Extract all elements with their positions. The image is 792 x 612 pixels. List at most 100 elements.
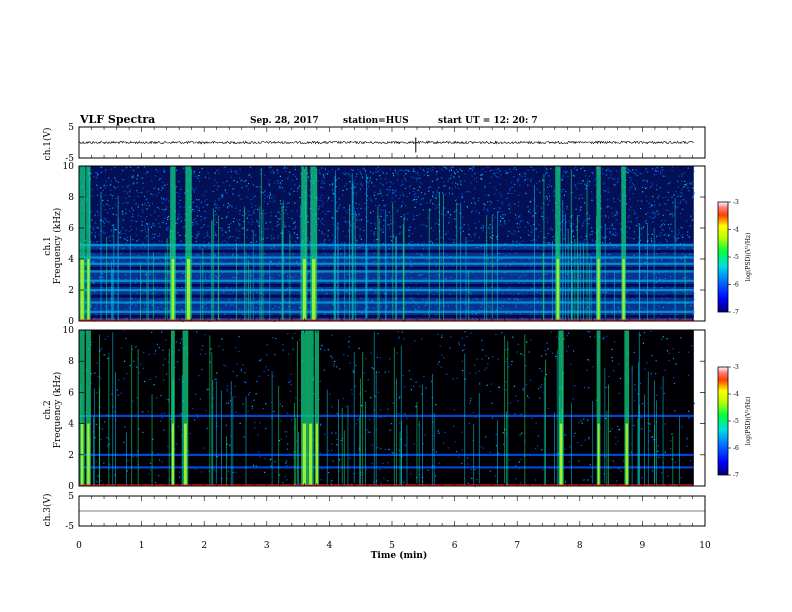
spectrogram-ch1-speckle — [669, 259, 672, 261]
spectrogram-ch1-speckle — [468, 300, 471, 302]
spectrogram-ch1-speckle — [390, 181, 392, 184]
spectrogram-ch1-speckle — [336, 227, 338, 229]
spectrogram-ch1-speckle — [438, 247, 440, 249]
spectrogram-ch1-speckle — [442, 192, 444, 194]
spectrogram-ch1-speckle — [677, 186, 679, 188]
spectrogram-ch1-speckle — [435, 205, 437, 207]
spectrogram-ch1-speckle — [654, 241, 656, 243]
spectrogram-ch1-speckle — [537, 274, 539, 276]
spectrogram-ch1-speckle — [110, 230, 112, 232]
spectrogram-ch1-speckle — [458, 248, 460, 251]
spectrogram-ch1-speckle — [673, 247, 675, 249]
spectrogram-ch1-speckle — [603, 236, 605, 238]
spectrogram-ch1-speckle — [427, 248, 429, 250]
spectrogram-ch1-speckle — [122, 213, 124, 215]
spectrogram-ch1-speckle — [625, 168, 627, 170]
spectrogram-ch1-speckle — [411, 241, 413, 243]
spectrogram-ch1-speckle — [264, 287, 266, 289]
spectrogram-ch1-speckle — [435, 197, 438, 199]
spectrogram-ch1-speckle — [670, 181, 672, 183]
spectrogram-ch1-speckle — [348, 274, 350, 276]
spectrogram-ch1-speckle — [665, 209, 667, 211]
spectrogram-ch1-speckle — [613, 201, 616, 203]
spectrogram-ch1-speckle — [197, 254, 199, 256]
spectrogram-ch1-speckle — [160, 197, 162, 199]
spectrogram-ch1-speckle — [293, 261, 295, 263]
spectrogram-ch1-speckle — [688, 287, 690, 289]
spectrogram-ch1-speckle — [688, 236, 690, 238]
spectrogram-ch1-speckle — [693, 298, 695, 300]
spectrogram-ch1-speckle — [191, 235, 193, 238]
spectrogram-ch2-speckle — [596, 399, 598, 401]
spectrogram-ch1-speckle — [515, 231, 517, 233]
spectrogram-ch2-speckle — [225, 365, 227, 367]
spectrogram-ch1-speckle — [471, 313, 473, 315]
spectrogram-ch1-speckle — [631, 298, 633, 300]
spectrogram-ch1-speckle — [588, 184, 590, 186]
spectrogram-ch1-speckle — [389, 181, 391, 183]
spectrogram-ch1-speckle — [203, 306, 205, 308]
spectrogram-ch1-image — [78, 166, 695, 323]
spectrogram-ch2-speckle — [489, 470, 491, 472]
spectrogram-ch1-speckle — [535, 182, 538, 184]
spectrogram-ch1-speckle — [449, 293, 451, 295]
spectrogram-ch2-speckle — [336, 444, 338, 446]
spectrogram-ch1-speckle — [240, 198, 242, 200]
spectrogram-ch1-speckle — [93, 260, 95, 262]
spectrogram-ch1-speckle — [644, 221, 646, 223]
spectrogram-ch1-speckle — [221, 260, 223, 262]
spectrogram-ch1-speckle — [614, 260, 616, 262]
spectrogram-ch1-speckle — [102, 221, 105, 223]
spectrogram-ch1-speckle — [121, 210, 123, 212]
spectrogram-ch1-speckle — [426, 258, 428, 260]
spectrogram-ch1-speckle — [667, 191, 670, 193]
spectrogram-ch1-speckle — [498, 259, 500, 261]
spectrogram-ch1-speckle — [408, 235, 410, 237]
spectrogram-ch2-speckle — [108, 443, 110, 445]
spectrogram-ch1-speckle — [551, 229, 553, 231]
spectrogram-ch1-speckle — [192, 269, 194, 271]
spectrogram-ch1-speckle — [264, 222, 267, 224]
spectrogram-ch1-speckle — [230, 222, 232, 224]
spectrogram-ch1-speckle — [285, 202, 287, 205]
spectrogram-ch1-speckle — [135, 228, 137, 230]
spectrogram-ch1-speckle — [436, 243, 438, 245]
spectrogram-ch1-speckle — [643, 298, 645, 300]
spectrogram-ch1-speckle — [356, 219, 358, 221]
spectrogram-ch1-speckle — [101, 166, 103, 168]
spectrogram-ch1-speckle — [135, 220, 137, 222]
spectrogram-ch1-speckle — [284, 317, 286, 319]
spectrogram-ch1-speckle — [177, 232, 179, 234]
spectrogram-ch1-speckle — [152, 233, 154, 235]
spectrogram-ch1-speckle — [561, 191, 563, 193]
spectrogram-ch1-speckle — [234, 170, 236, 173]
spectrogram-ch1-speckle — [206, 232, 208, 234]
spectrogram-ch1-speckle — [578, 215, 580, 217]
spectrogram-ch1-speckle — [487, 210, 489, 212]
spectrogram-ch1-speckle — [141, 221, 143, 223]
spectrogram-ch1-speckle — [317, 180, 319, 182]
spectrogram-ch1-speckle — [512, 242, 514, 245]
spectrogram-ch1-speckle — [646, 222, 648, 224]
spectrogram-ch1-speckle — [279, 182, 281, 184]
spectrogram-ch1-speckle — [292, 253, 294, 255]
spectrogram-ch1-speckle — [342, 248, 344, 250]
spectrogram-ch1-speckle — [366, 220, 368, 223]
spectrogram-ch1-speckle — [448, 192, 450, 194]
spectrogram-ch1-speckle — [490, 260, 492, 263]
spectrogram-ch1-speckle — [294, 228, 296, 230]
spectrogram-ch1-speckle — [463, 272, 465, 274]
spectrogram-ch1-speckle — [162, 198, 164, 200]
spectrogram-ch1-speckle — [280, 232, 282, 234]
spectrogram-ch2-speckle — [349, 457, 351, 459]
spectrogram-ch1-speckle — [430, 274, 433, 277]
spectrogram-ch1-speckle — [277, 182, 279, 184]
spectrogram-ch1-speckle — [532, 215, 534, 217]
spectrogram-ch1-speckle — [675, 239, 678, 241]
spectrogram-ch1-speckle — [681, 195, 683, 197]
spectrogram-ch1-speckle — [272, 228, 274, 230]
spectrogram-ch1-speckle — [389, 265, 391, 267]
spectrogram-ch1-speckle — [522, 240, 524, 242]
spectrogram-ch1-speckle — [98, 213, 100, 215]
spectrogram-ch1-speckle — [215, 213, 217, 215]
